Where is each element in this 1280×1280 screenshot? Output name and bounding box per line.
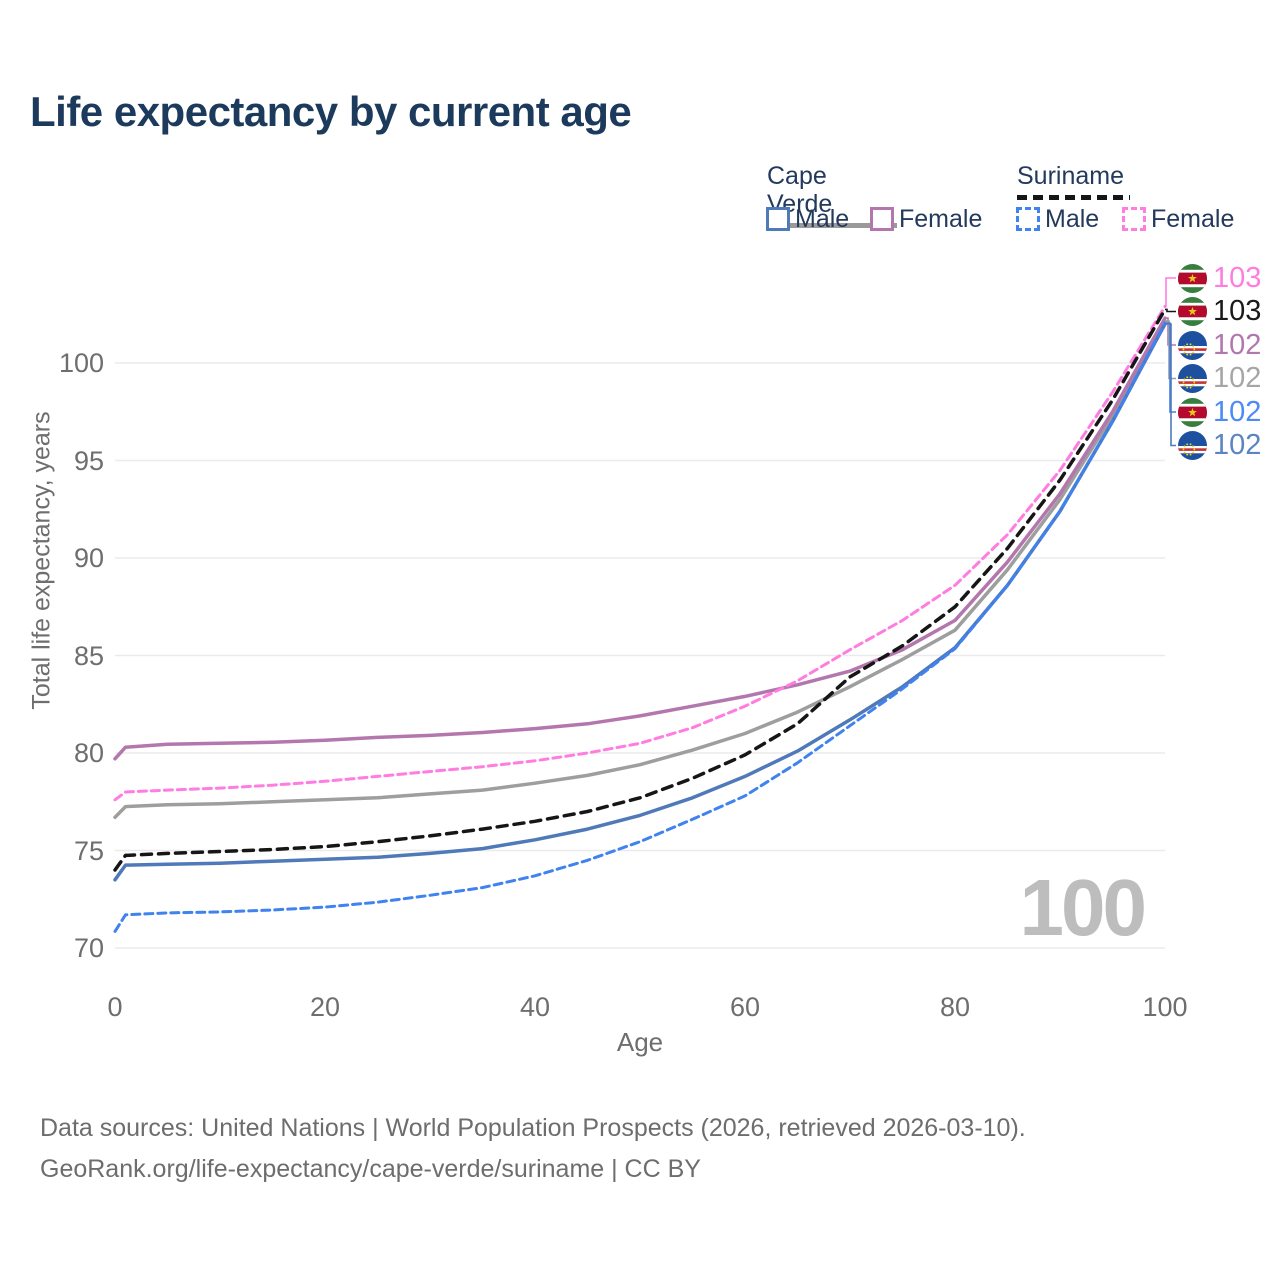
leader-line-suriname_male — [1165, 322, 1176, 413]
age-watermark: 100 — [1019, 863, 1147, 952]
end-label-cape-verde-male: 102 — [1178, 431, 1261, 461]
cape-verde-flag-icon — [1178, 431, 1207, 460]
leader-line-suriname_total — [1165, 308, 1176, 313]
leader-line-cape_verde_male — [1165, 323, 1176, 447]
x-tick-label-80: 80 — [939, 992, 971, 1022]
series-suriname_total — [113, 307, 1167, 872]
y-tick-label-80: 80 — [73, 738, 104, 768]
series-cape_verde_total — [113, 319, 1167, 820]
suriname-flag-icon — [1178, 297, 1207, 326]
cape-verde-female-swatch — [870, 207, 894, 231]
x-tick-label-100: 100 — [1142, 992, 1188, 1022]
legend-item-label: Male — [1045, 204, 1100, 233]
x-tick-label-20: 20 — [309, 992, 341, 1022]
end-label-value: 103 — [1213, 261, 1262, 294]
y-tick-label-75: 75 — [73, 835, 104, 866]
legend-item-label: Female — [1151, 204, 1235, 233]
suriname-female-swatch — [1122, 207, 1146, 231]
legend-country-label: Cape Verde — [767, 162, 833, 218]
series-cape_verde_female — [113, 316, 1167, 761]
series-suriname_male — [113, 321, 1167, 933]
leader-line-suriname_female — [1165, 277, 1176, 308]
legend-item-label: Female — [899, 204, 983, 233]
suriname-male-swatch — [1016, 207, 1040, 231]
end-label-cape-verde-female: 102 — [1178, 330, 1261, 360]
end-label-cape-verde-total: 102 — [1178, 364, 1261, 394]
x-tick-label-0: 0 — [107, 992, 123, 1022]
legend-item-suriname-female[interactable]: Female — [1122, 204, 1234, 234]
legend-item-label: Male — [795, 204, 850, 233]
end-label-value: 103 — [1213, 295, 1262, 327]
end-label-suriname-total: 103 — [1178, 297, 1261, 327]
y-tick-label-100: 100 — [58, 348, 104, 378]
y-tick-label-95: 95 — [73, 445, 104, 476]
legend-item-cape-verde-male[interactable]: Male — [766, 204, 849, 234]
cape-verde-linestyle-swatch — [767, 223, 897, 228]
legend-item-cape-verde-female[interactable]: Female — [870, 204, 982, 234]
data-source-line: Data sources: United Nations | World Pop… — [40, 1114, 1026, 1142]
x-tick-label-40: 40 — [519, 992, 551, 1022]
suriname-linestyle-swatch — [1017, 195, 1130, 200]
end-label-suriname-female: 103 — [1178, 263, 1261, 293]
cape-verde-male-swatch — [766, 207, 790, 231]
y-tick-label-90: 90 — [73, 543, 104, 573]
cape-verde-flag-icon — [1178, 331, 1207, 360]
leader-line-cape_verde_female — [1165, 317, 1176, 346]
y-axis-title: Total life expectancy, years — [27, 411, 56, 710]
leader-line-cape_verde_total — [1165, 320, 1176, 380]
legend-item-suriname-male[interactable]: Male — [1016, 204, 1099, 234]
legend-country-label: Suriname — [1017, 162, 1124, 190]
suriname-flag-icon — [1178, 264, 1207, 293]
series-suriname_female — [113, 304, 1167, 802]
x-tick-label-60: 60 — [729, 992, 761, 1022]
legend-group-cape-verde[interactable]: Cape Verde — [767, 162, 897, 228]
data-source-note: Data sources: United Nations | World Pop… — [40, 1108, 1026, 1190]
end-label-suriname-male: 102 — [1178, 397, 1261, 427]
y-tick-label-70: 70 — [73, 933, 104, 963]
end-label-value: 102 — [1213, 362, 1262, 394]
attribution-line: GeoRank.org/life-expectancy/cape-verde/s… — [40, 1155, 701, 1183]
end-label-value: 102 — [1213, 429, 1262, 461]
page-title: Life expectancy by current age — [30, 88, 632, 135]
suriname-flag-icon — [1178, 398, 1207, 427]
cape-verde-flag-icon — [1178, 364, 1207, 393]
end-label-value: 102 — [1213, 328, 1262, 361]
end-label-value: 102 — [1213, 395, 1262, 428]
legend-group-suriname[interactable]: Suriname — [1017, 162, 1130, 200]
y-tick-label-85: 85 — [73, 640, 104, 671]
x-axis-title: Age — [616, 1027, 664, 1057]
